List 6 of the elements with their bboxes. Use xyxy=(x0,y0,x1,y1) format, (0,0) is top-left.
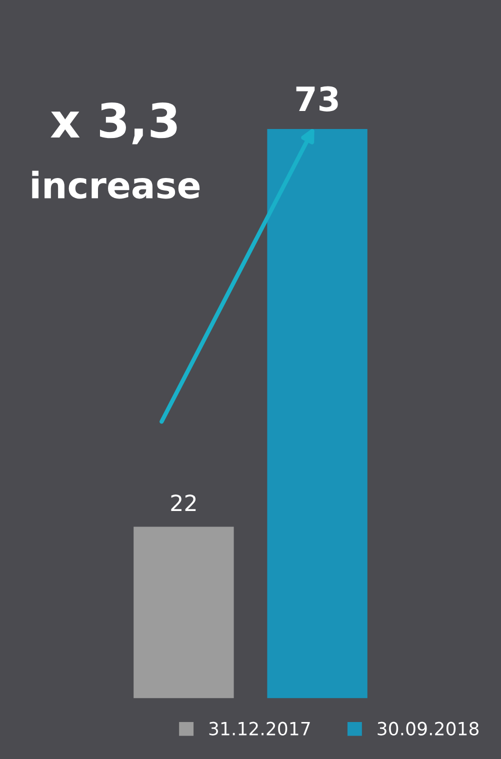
data-label: 73 xyxy=(296,86,338,112)
annotation: x 3,3 xyxy=(50,102,177,144)
legend-label: 30.09.2018 xyxy=(378,722,479,736)
annotation: increase xyxy=(32,170,200,199)
data-label: 22 xyxy=(171,494,196,511)
legend-label: 31.12.2017 xyxy=(209,722,310,736)
